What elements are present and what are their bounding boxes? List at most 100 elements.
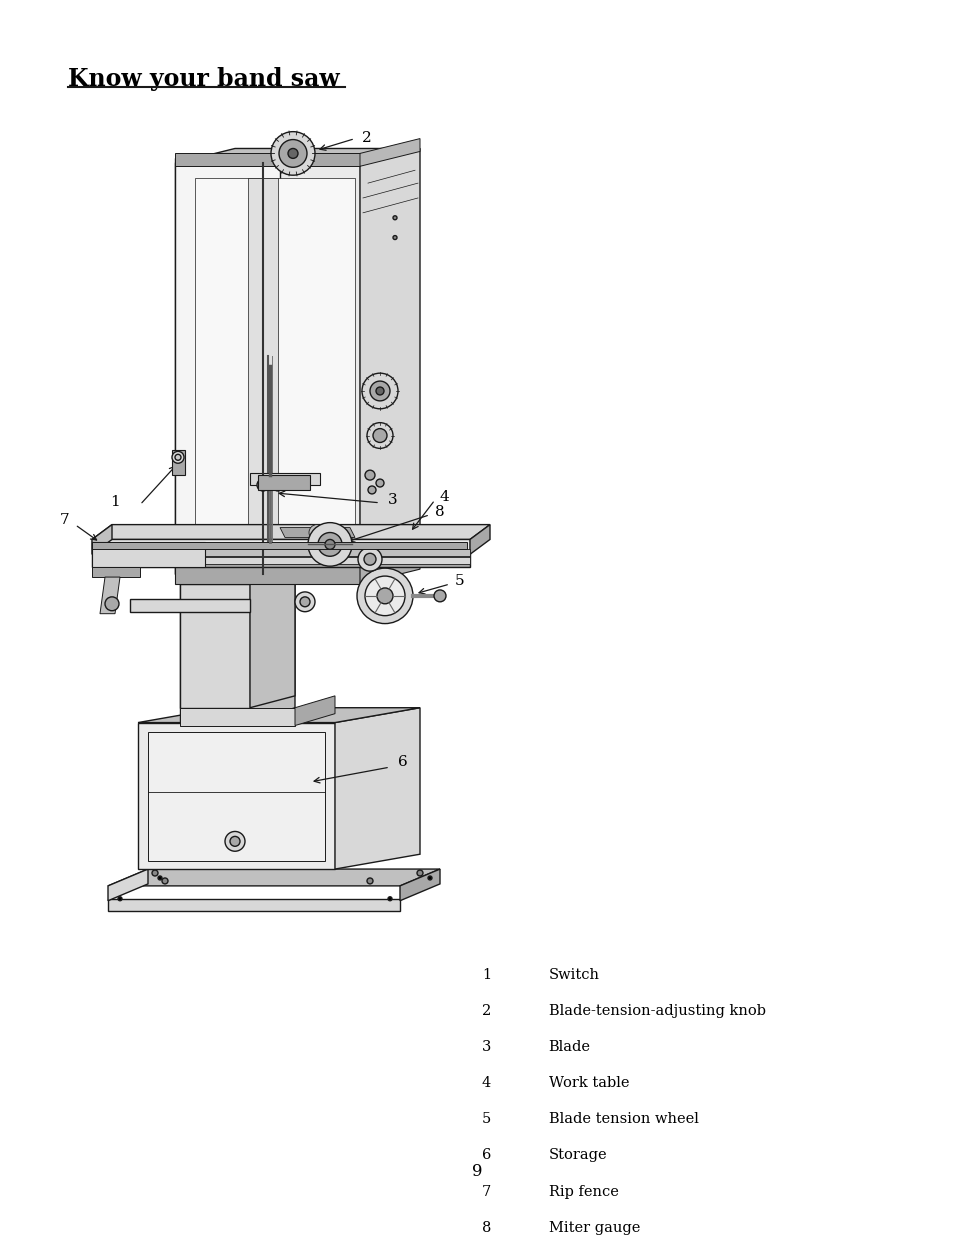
Text: 2: 2 xyxy=(361,131,372,144)
Polygon shape xyxy=(91,542,467,550)
Circle shape xyxy=(230,836,240,846)
Circle shape xyxy=(225,831,245,851)
Polygon shape xyxy=(174,148,419,163)
Polygon shape xyxy=(194,178,355,559)
Text: Miter gauge: Miter gauge xyxy=(548,1220,639,1235)
Polygon shape xyxy=(174,158,280,574)
Polygon shape xyxy=(100,577,120,614)
Circle shape xyxy=(375,387,384,395)
Polygon shape xyxy=(91,557,470,564)
Text: 1: 1 xyxy=(481,968,491,982)
Circle shape xyxy=(393,236,396,240)
Text: Work table: Work table xyxy=(548,1077,628,1091)
Polygon shape xyxy=(335,708,419,869)
Polygon shape xyxy=(359,545,419,584)
Text: 3: 3 xyxy=(481,1040,491,1055)
Circle shape xyxy=(364,553,375,566)
Circle shape xyxy=(174,454,181,461)
Text: 5: 5 xyxy=(481,1113,491,1126)
Circle shape xyxy=(272,479,284,492)
Polygon shape xyxy=(91,555,470,567)
Text: 1: 1 xyxy=(110,495,120,509)
Polygon shape xyxy=(180,584,250,708)
Circle shape xyxy=(256,479,269,492)
Polygon shape xyxy=(294,695,335,725)
Polygon shape xyxy=(174,163,359,574)
Circle shape xyxy=(361,373,397,409)
Circle shape xyxy=(158,876,162,881)
Text: 8: 8 xyxy=(481,1220,491,1235)
Polygon shape xyxy=(359,138,419,167)
Circle shape xyxy=(317,532,341,556)
Circle shape xyxy=(118,897,122,900)
Polygon shape xyxy=(250,572,294,722)
Polygon shape xyxy=(250,572,294,708)
Text: Storage: Storage xyxy=(548,1149,606,1162)
Polygon shape xyxy=(257,475,310,490)
Polygon shape xyxy=(174,559,359,584)
Polygon shape xyxy=(138,708,419,722)
Circle shape xyxy=(357,547,381,571)
Text: 5: 5 xyxy=(455,574,464,588)
Text: 9: 9 xyxy=(471,1163,482,1179)
Circle shape xyxy=(294,592,314,611)
Polygon shape xyxy=(91,567,140,577)
Circle shape xyxy=(325,540,335,550)
Text: 2: 2 xyxy=(481,1004,491,1018)
Text: 7: 7 xyxy=(60,513,70,526)
Polygon shape xyxy=(180,572,294,584)
Text: 6: 6 xyxy=(397,756,407,769)
Circle shape xyxy=(428,876,432,881)
Text: 8: 8 xyxy=(435,505,444,519)
Text: Blade tension wheel: Blade tension wheel xyxy=(548,1113,698,1126)
Circle shape xyxy=(271,132,314,175)
Circle shape xyxy=(375,479,384,487)
Circle shape xyxy=(367,878,373,884)
Circle shape xyxy=(416,869,422,876)
Circle shape xyxy=(370,382,390,401)
Polygon shape xyxy=(108,869,439,885)
Polygon shape xyxy=(91,525,112,555)
Polygon shape xyxy=(138,722,335,869)
Polygon shape xyxy=(180,584,250,722)
Circle shape xyxy=(308,522,352,566)
Polygon shape xyxy=(248,178,277,559)
Circle shape xyxy=(365,471,375,480)
Circle shape xyxy=(388,897,392,900)
Circle shape xyxy=(288,148,297,158)
Circle shape xyxy=(373,429,387,442)
Polygon shape xyxy=(148,732,325,861)
Polygon shape xyxy=(91,542,205,567)
Text: Know your band saw: Know your band saw xyxy=(68,68,339,91)
Text: 6: 6 xyxy=(481,1149,491,1162)
Text: Blade-tension-adjusting knob: Blade-tension-adjusting knob xyxy=(548,1004,764,1018)
Circle shape xyxy=(356,568,413,624)
Text: Blade: Blade xyxy=(548,1040,590,1055)
Polygon shape xyxy=(470,525,490,555)
Circle shape xyxy=(172,451,184,463)
Circle shape xyxy=(376,588,393,604)
Polygon shape xyxy=(399,869,439,900)
Circle shape xyxy=(278,140,307,167)
Text: 3: 3 xyxy=(388,493,397,506)
Polygon shape xyxy=(250,473,319,485)
Circle shape xyxy=(299,597,310,606)
Polygon shape xyxy=(172,451,185,475)
Polygon shape xyxy=(280,527,355,537)
Polygon shape xyxy=(91,550,470,556)
Circle shape xyxy=(434,590,446,601)
Circle shape xyxy=(152,869,158,876)
Circle shape xyxy=(368,487,375,494)
Polygon shape xyxy=(108,869,148,900)
Text: Switch: Switch xyxy=(548,968,598,982)
Polygon shape xyxy=(174,153,359,167)
Polygon shape xyxy=(359,148,419,574)
Text: 4: 4 xyxy=(439,490,449,504)
Text: Rip fence: Rip fence xyxy=(548,1184,618,1198)
Polygon shape xyxy=(130,599,250,611)
Text: 7: 7 xyxy=(481,1184,491,1198)
Polygon shape xyxy=(91,525,490,540)
Polygon shape xyxy=(91,540,470,555)
Polygon shape xyxy=(180,708,294,725)
Circle shape xyxy=(393,216,396,220)
